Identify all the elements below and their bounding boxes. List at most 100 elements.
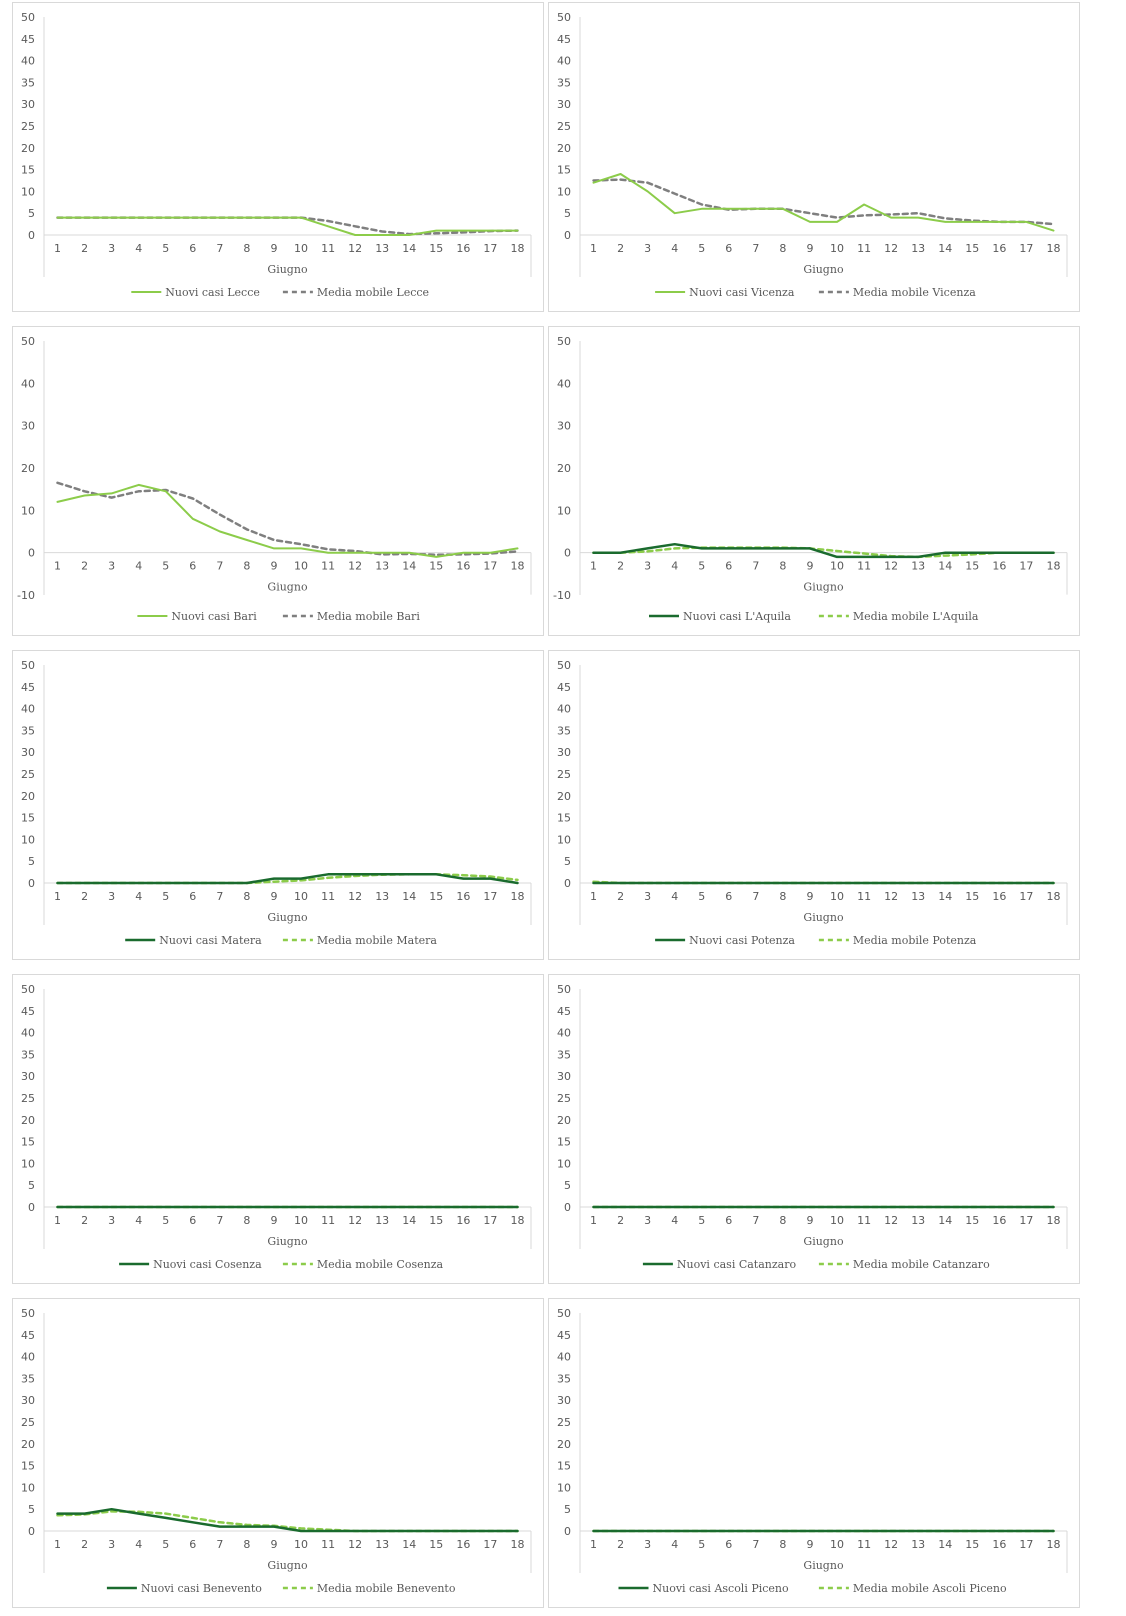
x-tick-label: 2 — [81, 242, 88, 255]
x-tick-label: 14 — [402, 1214, 416, 1227]
x-tick-label: 17 — [483, 1214, 497, 1227]
y-tick-label: 0 — [28, 547, 35, 560]
y-tick-label: 0 — [28, 1201, 35, 1214]
x-tick-label: 2 — [81, 560, 88, 573]
x-tick-label: 1 — [54, 560, 61, 573]
y-tick-label: 50 — [557, 335, 571, 348]
x-axis-label: Giugno — [267, 1559, 308, 1572]
x-tick-label: 2 — [617, 1538, 624, 1551]
legend-label: Nuovi casi Benevento — [141, 1582, 262, 1595]
x-tick-label: 1 — [54, 890, 61, 903]
x-tick-label: 6 — [189, 1538, 196, 1551]
y-tick-label: 30 — [21, 1070, 35, 1083]
y-tick-label: 5 — [28, 1179, 35, 1192]
x-tick-label: 13 — [911, 242, 925, 255]
x-tick-label: 15 — [965, 1214, 979, 1227]
x-tick-label: 4 — [135, 890, 142, 903]
x-tick-label: 5 — [698, 560, 705, 573]
y-tick-label: 40 — [21, 1351, 35, 1364]
x-tick-label: 17 — [483, 1538, 497, 1551]
x-tick-label: 11 — [321, 242, 335, 255]
y-tick-label: 0 — [564, 1201, 571, 1214]
y-tick-label: 10 — [21, 1481, 35, 1494]
x-tick-label: 11 — [857, 560, 871, 573]
x-tick-label: 18 — [1046, 1214, 1060, 1227]
x-tick-label: 13 — [375, 242, 389, 255]
x-tick-label: 1 — [54, 1538, 61, 1551]
chart-panel-l-aquila: -10 0 10 20 30 40 50 1 2 3 4 5 6 7 8 9 10 11 12 13 14 15 16 17 1… — [548, 326, 1080, 636]
x-tick-label: 15 — [429, 242, 443, 255]
y-tick-label: 20 — [21, 1438, 35, 1451]
legend-label: Media mobile Benevento — [317, 1582, 456, 1595]
y-tick-label: 40 — [557, 1027, 571, 1040]
x-tick-label: 4 — [135, 1538, 142, 1551]
y-tick-label: 45 — [557, 1329, 571, 1342]
x-tick-label: 14 — [938, 890, 952, 903]
y-tick-label: 5 — [564, 1503, 571, 1516]
y-tick-label: 30 — [557, 420, 571, 433]
x-axis-label: Giugno — [803, 263, 844, 276]
x-tick-label: 2 — [617, 560, 624, 573]
x-tick-label: 12 — [884, 560, 898, 573]
x-tick-label: 14 — [402, 242, 416, 255]
legend-label: Media mobile Catanzaro — [853, 1258, 990, 1271]
x-tick-label: 5 — [698, 1214, 705, 1227]
legend-label: Nuovi casi Lecce — [165, 286, 260, 299]
x-tick-label: 15 — [965, 1538, 979, 1551]
x-tick-label: 6 — [725, 890, 732, 903]
x-tick-label: 11 — [857, 242, 871, 255]
x-tick-label: 8 — [243, 1214, 250, 1227]
y-tick-label: 10 — [21, 185, 35, 198]
y-tick-label: 50 — [557, 659, 571, 672]
y-tick-label: 30 — [557, 746, 571, 759]
y-tick-label: 50 — [21, 335, 35, 348]
x-tick-label: 17 — [1019, 1538, 1033, 1551]
x-tick-label: 12 — [884, 242, 898, 255]
x-tick-label: 8 — [243, 890, 250, 903]
legend-label: Media mobile Lecce — [317, 286, 429, 299]
x-tick-label: 16 — [992, 890, 1006, 903]
x-tick-label: 9 — [806, 560, 813, 573]
y-tick-label: 50 — [557, 11, 571, 24]
y-tick-label: 0 — [28, 1525, 35, 1538]
x-tick-label: 7 — [216, 1214, 223, 1227]
x-tick-label: 10 — [294, 1214, 308, 1227]
x-tick-label: 18 — [1046, 890, 1060, 903]
x-tick-label: 10 — [830, 1538, 844, 1551]
x-tick-label: 15 — [429, 1214, 443, 1227]
y-tick-label: 45 — [21, 1329, 35, 1342]
x-tick-label: 5 — [162, 242, 169, 255]
x-tick-label: 5 — [162, 560, 169, 573]
x-tick-label: 5 — [698, 242, 705, 255]
legend-label: Nuovi casi Vicenza — [689, 286, 795, 299]
x-tick-label: 3 — [108, 1538, 115, 1551]
y-tick-label: 35 — [557, 724, 571, 737]
x-tick-label: 6 — [725, 560, 732, 573]
x-tick-label: 15 — [965, 242, 979, 255]
y-tick-label: 45 — [21, 33, 35, 46]
y-tick-label: 45 — [21, 681, 35, 694]
x-tick-label: 4 — [671, 1214, 678, 1227]
x-tick-label: 6 — [725, 1538, 732, 1551]
x-tick-label: 8 — [779, 560, 786, 573]
y-tick-label: 0 — [564, 547, 571, 560]
legend-label: Media mobile Ascoli Piceno — [853, 1582, 1007, 1595]
y-tick-label: 35 — [557, 1048, 571, 1061]
y-tick-label: 15 — [557, 1460, 571, 1473]
y-tick-label: 50 — [21, 11, 35, 24]
y-tick-label: 15 — [557, 1136, 571, 1149]
x-tick-label: 14 — [402, 1538, 416, 1551]
legend-label: Media mobile Potenza — [853, 934, 977, 947]
x-tick-label: 5 — [698, 890, 705, 903]
chart-panel-cosenza: 0 5 10 15 20 25 30 35 40 45 50 1 2 3 4 5 6 7 8 9 10 11 12 13 14 1… — [12, 974, 544, 1284]
x-tick-label: 14 — [938, 1538, 952, 1551]
x-tick-label: 18 — [510, 1538, 524, 1551]
y-tick-label: 25 — [21, 120, 35, 133]
x-tick-label: 12 — [884, 890, 898, 903]
x-tick-label: 1 — [590, 560, 597, 573]
x-tick-label: 16 — [456, 1538, 470, 1551]
series-line-nuovi-casi-l-aquila — [592, 542, 1055, 559]
